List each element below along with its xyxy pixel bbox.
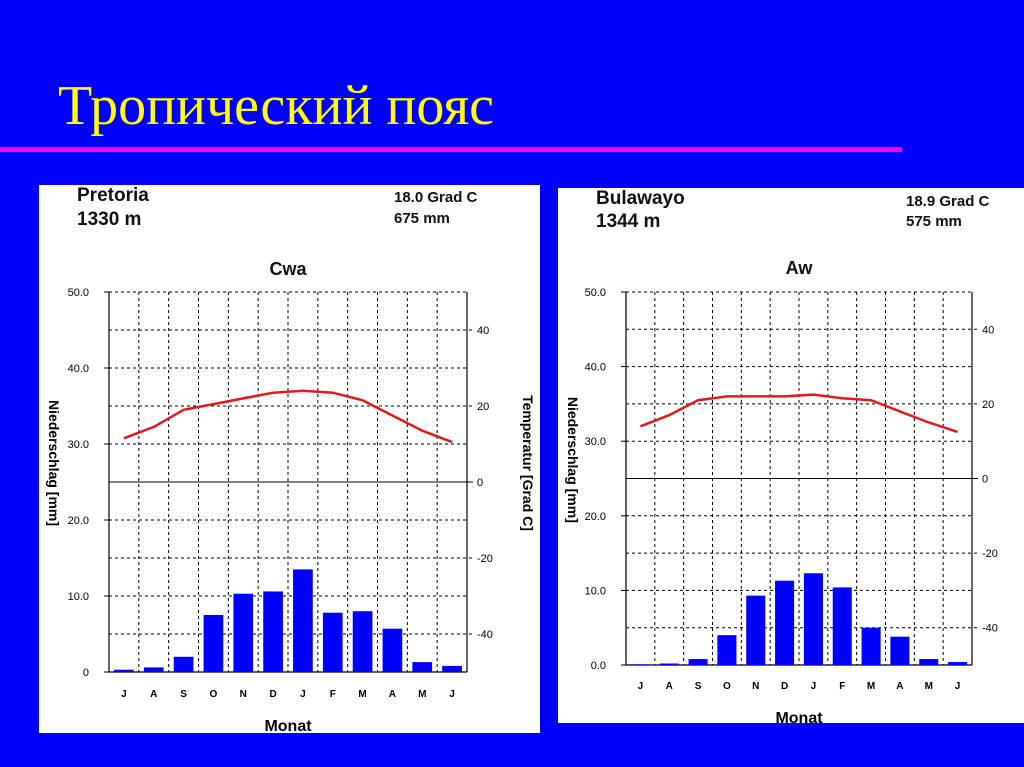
x-tick-label: J [449, 689, 455, 700]
x-axis-label: Monat [775, 710, 823, 723]
precipitation-bar [382, 628, 403, 672]
x-tick-label: J [811, 681, 817, 692]
y-tick-label: 40.0 [585, 362, 606, 374]
y-tick-label: 50.0 [585, 287, 606, 299]
mean-temperature: 18.9 Grad C [906, 193, 990, 210]
y2-tick-label: 0 [477, 477, 483, 489]
station-name: Pretoria [77, 185, 149, 206]
y2-tick-label: 20 [982, 399, 994, 411]
y2-tick-label: -20 [982, 548, 998, 560]
precipitation-bar [143, 667, 164, 672]
x-tick-label: S [180, 689, 187, 700]
x-tick-label: A [150, 689, 157, 700]
y-axis-label: Niederschlag [mm] [565, 397, 581, 523]
y2-tick-label: -40 [477, 629, 493, 641]
x-tick-label: J [638, 681, 644, 692]
x-tick-label: M [867, 681, 875, 692]
precipitation-bar [352, 611, 373, 672]
y-tick-label: 40.0 [68, 363, 89, 375]
x-tick-label: F [330, 689, 336, 700]
precipitation-bar [803, 573, 823, 665]
x-tick-label: J [300, 689, 306, 700]
precipitation-bar [203, 615, 224, 672]
y-tick-label: 30.0 [68, 439, 89, 451]
precipitation-bar [114, 669, 134, 672]
x-tick-label: D [781, 681, 788, 692]
station-elevation: 1330 m [77, 209, 142, 230]
precipitation-bar [717, 635, 737, 665]
x-tick-label: A [896, 681, 903, 692]
x-tick-label: N [240, 689, 247, 700]
y2-tick-label: -40 [982, 623, 998, 635]
station-name: Bulawayo [596, 188, 685, 209]
x-tick-label: M [358, 689, 366, 700]
precipitation-bar [890, 636, 910, 665]
x-tick-label: A [666, 681, 673, 692]
y-tick-label: 0 [83, 667, 89, 679]
climate-diagram-pretoria: Cwa 50.0 40.0 30.0 20.0 10.0 0 40 20 0 -20 -40 J A S O N… [46, 259, 536, 733]
precipitation-bar [412, 662, 433, 672]
x-tick-label: O [210, 689, 218, 700]
precipitation-bar [442, 665, 462, 672]
precipitation-bar [861, 627, 881, 665]
precipitation-bar [173, 656, 194, 672]
x-tick-label: N [752, 681, 759, 692]
x-tick-label: S [695, 681, 702, 692]
precipitation-bar [688, 659, 708, 665]
y-tick-label: 30.0 [585, 436, 606, 448]
y2-tick-label: 40 [982, 324, 994, 336]
precipitation-bar [293, 569, 313, 672]
y-tick-label: 50.0 [68, 287, 89, 299]
y-tick-label: 0.0 [591, 660, 606, 672]
chart-panel-bulawayo: Aw 50.0 40.0 30.0 20.0 10.0 0.0 40 20 0 -20 -40 J A S O… [558, 188, 1024, 723]
x-tick-label: M [418, 689, 426, 700]
chart-panel-pretoria: Cwa 50.0 40.0 30.0 20.0 10.0 0 40 20 0 -20 -40 J A S O N… [39, 185, 540, 733]
y-tick-label: 20.0 [68, 515, 89, 527]
precipitation-bar [775, 580, 795, 665]
x-tick-label: O [723, 681, 731, 692]
precipitation-bar [948, 662, 968, 665]
x-tick-label: D [269, 689, 276, 700]
precipitation-bar [630, 664, 650, 665]
x-axis-label: Monat [264, 718, 312, 733]
x-tick-label: J [955, 681, 961, 692]
annual-precipitation: 575 mm [906, 213, 962, 230]
slide-title: Тропический пояс [58, 75, 494, 137]
precipitation-bar [263, 591, 283, 672]
climate-diagram-bulawayo: Aw 50.0 40.0 30.0 20.0 10.0 0.0 40 20 0 -20 -40 J A S O… [565, 258, 998, 723]
temperature-line [639, 393, 958, 434]
y-tick-label: 10.0 [68, 591, 89, 603]
x-tick-label: F [839, 681, 845, 692]
y-tick-label: 20.0 [585, 511, 606, 523]
precipitation-bar [832, 587, 852, 665]
x-tick-label: A [389, 689, 396, 700]
climate-class-label: Aw [786, 258, 814, 278]
title-divider [0, 147, 902, 152]
climate-class-label: Cwa [269, 259, 307, 279]
precipitation-bar [233, 593, 254, 672]
y2-tick-label: -20 [477, 553, 493, 565]
precipitation-bar [919, 659, 939, 665]
y2-tick-label: 0 [982, 474, 988, 486]
x-tick-label: M [925, 681, 933, 692]
precipitation-bar [746, 595, 766, 665]
y2-tick-label: 20 [477, 401, 489, 413]
temperature-line [123, 389, 453, 444]
mean-temperature: 18.0 Grad C [394, 189, 478, 206]
annual-precipitation: 675 mm [394, 210, 450, 227]
y-axis-label: Niederschlag [mm] [46, 400, 62, 526]
y-tick-label: 10.0 [585, 585, 606, 597]
precipitation-bar [322, 612, 343, 672]
precipitation-bar [659, 663, 679, 665]
y2-axis-label: Temperatur [Grad C] [520, 395, 536, 531]
station-elevation: 1344 m [596, 211, 661, 232]
x-tick-label: J [121, 689, 127, 700]
y2-tick-label: 40 [477, 325, 489, 337]
